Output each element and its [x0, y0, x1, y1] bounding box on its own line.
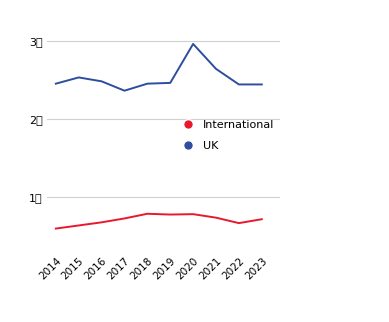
Legend: International, UK: International, UK — [177, 120, 275, 151]
